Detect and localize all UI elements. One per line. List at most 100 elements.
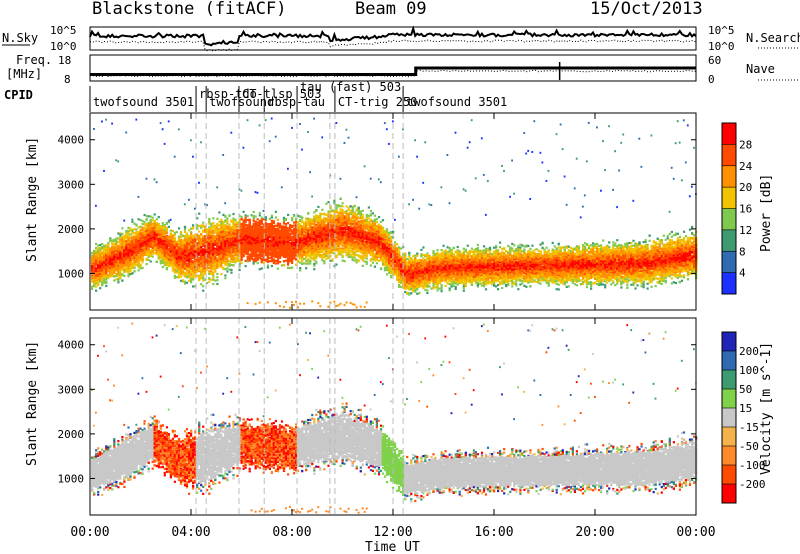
power-cell bbox=[101, 275, 103, 277]
power-cell bbox=[91, 261, 93, 263]
power-cell bbox=[148, 215, 150, 217]
power-cell bbox=[129, 230, 131, 232]
power-cell bbox=[105, 264, 107, 266]
power-cell bbox=[101, 246, 103, 248]
power-cell bbox=[93, 269, 95, 271]
power-cell bbox=[111, 271, 113, 273]
power-cell bbox=[99, 273, 101, 275]
power-cell bbox=[138, 269, 140, 271]
power-cell bbox=[146, 235, 148, 237]
power-cell bbox=[105, 119, 107, 121]
power-cell bbox=[103, 248, 105, 250]
power-cell bbox=[91, 265, 93, 267]
power-cell bbox=[123, 264, 125, 266]
power-cell bbox=[99, 280, 101, 282]
power-cell bbox=[121, 233, 123, 235]
power-cell bbox=[99, 258, 101, 260]
power-cell bbox=[129, 273, 131, 275]
power-cell bbox=[142, 235, 144, 237]
power-cell bbox=[121, 260, 123, 262]
power-cell bbox=[91, 255, 93, 257]
power-cell bbox=[140, 239, 142, 241]
power-cell bbox=[133, 244, 135, 246]
power-cell bbox=[133, 254, 135, 256]
power-cell bbox=[99, 248, 101, 250]
power-cell bbox=[103, 254, 105, 256]
beam-label: Beam 09 bbox=[355, 0, 427, 19]
power-cell bbox=[144, 252, 146, 254]
power-cell bbox=[129, 257, 131, 259]
power-cell bbox=[113, 275, 115, 277]
power-cell bbox=[91, 277, 93, 279]
power-cell bbox=[127, 239, 129, 241]
freq-tick-high: 18 bbox=[58, 54, 71, 67]
power-cell bbox=[125, 253, 127, 255]
power-cell bbox=[97, 247, 99, 249]
power-cell bbox=[101, 121, 103, 123]
power-cell bbox=[135, 251, 137, 253]
power-cell bbox=[113, 240, 115, 242]
power-cell bbox=[115, 245, 117, 247]
power-cell bbox=[93, 254, 95, 256]
power-cell bbox=[129, 240, 131, 242]
power-cell bbox=[131, 230, 133, 232]
power-cell bbox=[138, 263, 140, 265]
power-cell bbox=[148, 249, 150, 251]
power-cell bbox=[107, 256, 109, 258]
power-cell bbox=[105, 259, 107, 261]
power-cell bbox=[113, 247, 115, 249]
power-cell bbox=[121, 280, 123, 282]
power-cell bbox=[133, 270, 135, 272]
power-cell bbox=[93, 283, 95, 285]
power-cell bbox=[111, 265, 113, 267]
power-cell bbox=[105, 244, 107, 246]
power-cell bbox=[93, 261, 95, 263]
power-cell bbox=[93, 256, 95, 258]
power-cell bbox=[125, 270, 127, 272]
power-cell bbox=[117, 251, 119, 253]
power-cell bbox=[91, 271, 93, 273]
power-cell bbox=[135, 247, 137, 249]
power-cell bbox=[142, 257, 144, 259]
power-cell bbox=[117, 266, 119, 268]
power-cell bbox=[121, 264, 123, 266]
power-cell bbox=[125, 132, 127, 134]
power-cell bbox=[115, 238, 117, 240]
power-cell bbox=[117, 270, 119, 272]
power-cell bbox=[138, 242, 140, 244]
power-cell bbox=[138, 226, 140, 228]
date-label: 15/Oct/2013 bbox=[590, 0, 703, 19]
power-cell bbox=[119, 234, 121, 236]
power-cell bbox=[97, 280, 99, 282]
freq-traces bbox=[90, 62, 696, 80]
power-cell bbox=[125, 248, 127, 250]
nsearch-tick-high: 10^5 bbox=[708, 24, 735, 37]
power-cell bbox=[144, 245, 146, 247]
power-cell bbox=[105, 271, 107, 273]
power-cell bbox=[101, 243, 103, 245]
power-cell bbox=[144, 239, 146, 241]
power-cell bbox=[111, 252, 113, 254]
power-cell bbox=[117, 278, 119, 280]
power-cell bbox=[125, 244, 127, 246]
power-cell bbox=[125, 256, 127, 258]
power-cell bbox=[117, 232, 119, 234]
nsearch-trace bbox=[90, 40, 696, 51]
power-cell bbox=[131, 251, 133, 253]
power-cell bbox=[97, 245, 99, 247]
power-cell bbox=[135, 254, 137, 256]
power-cell bbox=[119, 264, 121, 266]
power-cell bbox=[119, 248, 121, 250]
power-cell bbox=[146, 178, 148, 180]
freq-unit-label: [MHz] bbox=[6, 67, 42, 81]
power-cell bbox=[121, 274, 123, 276]
power-cell bbox=[115, 278, 117, 280]
power-cell bbox=[109, 260, 111, 262]
power-cell bbox=[135, 224, 137, 226]
cpid-segment-label: rbsp-tau bbox=[267, 95, 325, 109]
power-cell bbox=[113, 251, 115, 253]
power-cell bbox=[133, 264, 135, 266]
power-cell bbox=[131, 219, 133, 221]
power-cell bbox=[97, 273, 99, 275]
power-cell bbox=[148, 259, 150, 261]
